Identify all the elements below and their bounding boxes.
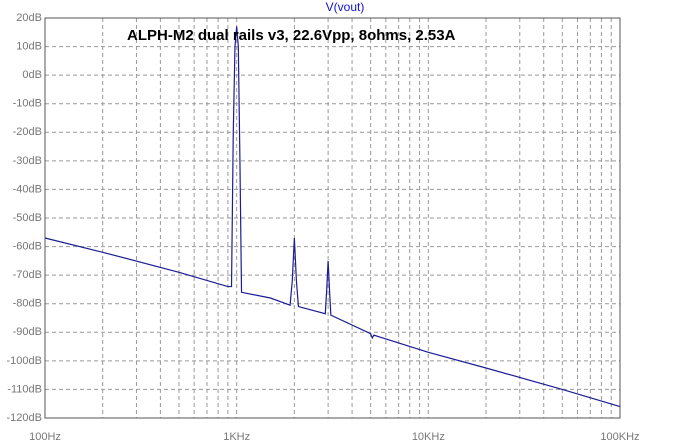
y-tick-label: -80dB	[13, 298, 42, 310]
plot-frame	[44, 17, 621, 419]
y-tick-label: -90dB	[13, 326, 42, 338]
y-tick-label: 10dB	[16, 40, 42, 52]
y-tick-label: 20dB	[16, 12, 42, 24]
y-tick-label: -10dB	[13, 98, 42, 110]
line-series	[44, 26, 621, 408]
x-tick-label: 100Hz	[29, 431, 61, 443]
x-tick-label: 100KHz	[600, 431, 639, 443]
y-tick-label: -20dB	[13, 126, 42, 138]
x-tick-label: 10KHz	[412, 431, 445, 443]
annotation: ALPH-M2 dual rails v3, 22.6Vpp, 8ohms, 2…	[127, 27, 456, 44]
y-tick-label: -70dB	[13, 269, 42, 281]
chart-title: V(vout)	[326, 0, 365, 14]
y-tick-label: -110dB	[7, 383, 42, 395]
y-tick-label: -40dB	[13, 183, 42, 195]
y-tick-label: -30dB	[13, 155, 42, 167]
y-tick-label: -100dB	[7, 355, 42, 367]
y-tick-label: -60dB	[13, 240, 42, 252]
y-tick-label: -50dB	[13, 212, 42, 224]
x-tick-label: 1KHz	[223, 431, 250, 443]
y-tick-label: 0dB	[22, 69, 42, 81]
y-tick-label: -120dB	[7, 412, 42, 424]
